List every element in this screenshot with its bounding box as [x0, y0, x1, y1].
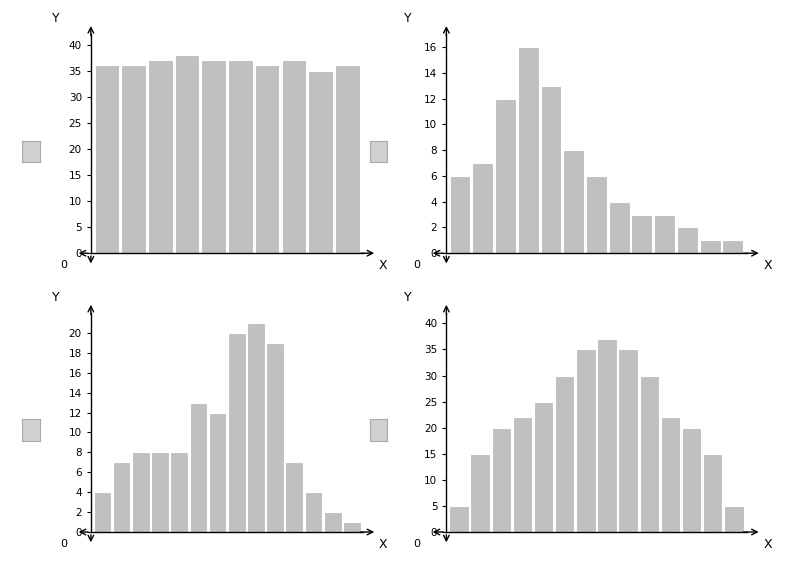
Text: X: X [378, 538, 387, 551]
Bar [228, 333, 246, 532]
Bar [285, 462, 303, 532]
Bar [450, 506, 468, 532]
Bar [703, 454, 722, 532]
Text: X: X [378, 259, 387, 272]
Bar [660, 417, 680, 532]
Bar [343, 522, 361, 532]
Text: Y: Y [404, 13, 411, 25]
Text: Y: Y [51, 13, 59, 25]
Bar [151, 452, 169, 532]
Bar [495, 98, 516, 253]
Bar [640, 376, 659, 532]
Bar [175, 55, 199, 253]
Text: 0: 0 [413, 260, 419, 270]
Bar [654, 215, 675, 253]
Bar [513, 417, 532, 532]
Bar [517, 47, 539, 253]
Bar [247, 323, 265, 532]
Bar [95, 65, 119, 253]
Bar [619, 349, 638, 532]
Bar [209, 413, 227, 532]
Bar [471, 454, 490, 532]
Bar [132, 452, 149, 532]
Text: X: X [763, 259, 772, 272]
Bar [540, 86, 562, 253]
Bar [122, 65, 146, 253]
Bar [113, 462, 130, 532]
Bar [305, 492, 322, 532]
Bar [586, 176, 607, 253]
Text: 0: 0 [60, 260, 67, 270]
Bar [722, 240, 743, 253]
Text: 0: 0 [60, 539, 67, 549]
Bar [597, 339, 617, 532]
Text: Y: Y [404, 291, 411, 304]
Bar [148, 60, 173, 253]
Bar [534, 402, 553, 532]
Bar [576, 349, 596, 532]
Bar [724, 506, 743, 532]
Bar [609, 201, 630, 253]
Bar [450, 176, 471, 253]
Bar [171, 452, 188, 532]
Bar [255, 65, 280, 253]
Bar [491, 428, 511, 532]
Text: Y: Y [51, 291, 59, 304]
Bar [324, 512, 341, 532]
Bar [93, 492, 111, 532]
Bar [335, 65, 359, 253]
Bar [682, 428, 702, 532]
Bar [677, 228, 698, 253]
Bar [563, 150, 584, 253]
Bar [308, 71, 333, 253]
Bar [228, 60, 253, 253]
Bar [190, 403, 207, 532]
Bar [201, 60, 226, 253]
Bar [555, 376, 574, 532]
Bar [266, 343, 284, 532]
Bar [631, 215, 653, 253]
Bar [472, 163, 493, 253]
Text: X: X [763, 538, 772, 551]
Bar [281, 60, 307, 253]
Text: 0: 0 [413, 539, 419, 549]
Bar [700, 240, 720, 253]
